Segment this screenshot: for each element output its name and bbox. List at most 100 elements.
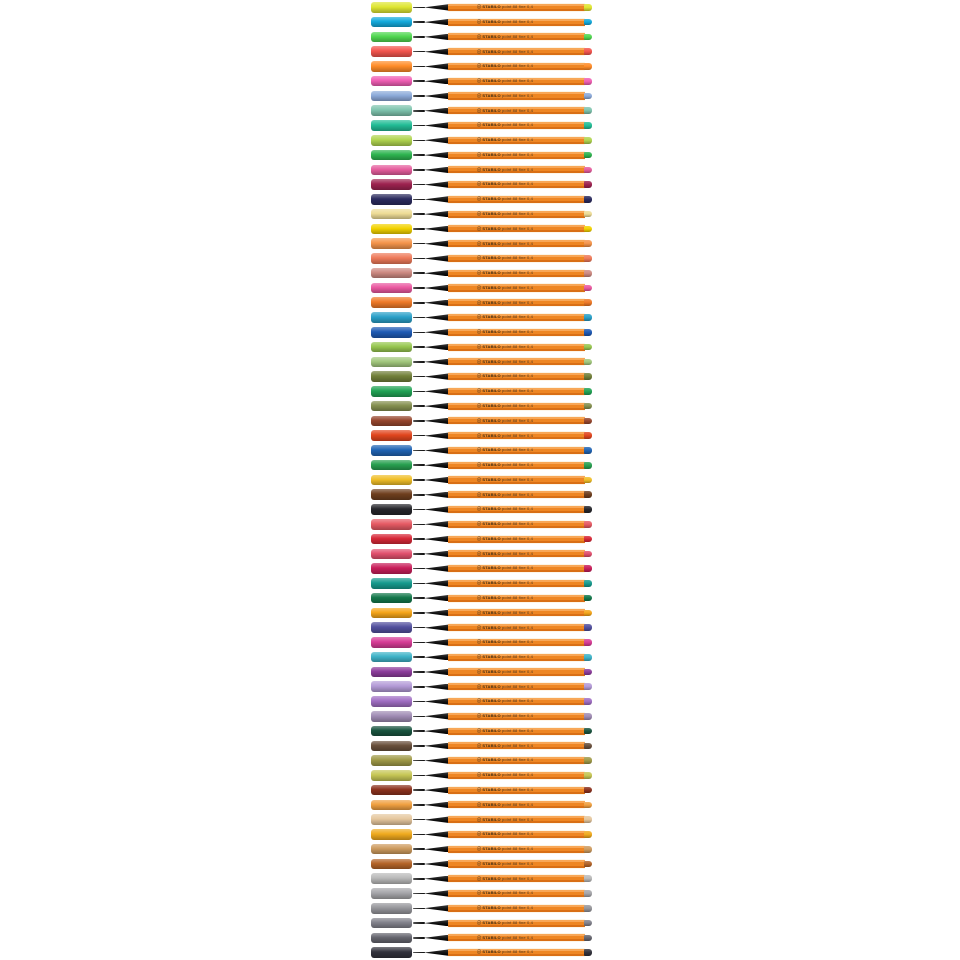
size-text: fine 0,4 bbox=[518, 343, 534, 349]
pen-barrel: ⓢ STABILO point 88 fine 0,4 bbox=[448, 2, 585, 12]
pen-barrel-text: ⓢ STABILO point 88 fine 0,4 bbox=[477, 832, 533, 837]
pen-barrel-text: ⓢ STABILO point 88 fine 0,4 bbox=[477, 196, 534, 202]
pen-row-cream: ⓢ STABILO point 88 fine 0,4 bbox=[0, 207, 960, 222]
pen-barrel: ⓢ STABILO point 88 fine 0,4 bbox=[448, 800, 585, 810]
pen-tip bbox=[413, 124, 425, 127]
pen-barrel-text: ⓢ STABILO point 88 fine 0,4 bbox=[477, 152, 533, 158]
pen-row-magenta: ⓢ STABILO point 88 fine 0,4 bbox=[0, 635, 960, 650]
pen-tip bbox=[413, 36, 425, 38]
pen-tip-cone bbox=[424, 624, 449, 631]
pen-cap bbox=[371, 651, 412, 663]
pen-row-vermillion: ⓢ STABILO point 88 fine 0,4 bbox=[0, 428, 960, 443]
pen-barrel-text: ⓢ STABILO point 88 fine 0,4 bbox=[477, 256, 533, 261]
stabilo-swan-logo-icon: ⓢ bbox=[477, 462, 482, 468]
pen-barrel: ⓢ STABILO point 88 fine 0,4 bbox=[448, 150, 585, 160]
pen-tip-cone bbox=[424, 196, 449, 203]
pen-row-golden-yellow: ⓢ STABILO point 88 fine 0,4 bbox=[0, 473, 960, 488]
stabilo-swan-logo-icon: ⓢ bbox=[477, 580, 482, 586]
pen-tip bbox=[413, 434, 425, 437]
pen-barrel: ⓢ STABILO point 88 fine 0,4 bbox=[448, 180, 585, 190]
stabilo-swan-logo-icon: ⓢ bbox=[477, 92, 482, 98]
pen-cap bbox=[371, 31, 412, 43]
pen-cap bbox=[371, 2, 412, 13]
pen-tip bbox=[413, 228, 425, 230]
brand-text: STABILO bbox=[482, 225, 501, 231]
size-text: fine 0,4 bbox=[518, 565, 534, 571]
model-text: point 88 bbox=[502, 550, 518, 556]
pen-row-khaki: ⓢ STABILO point 88 fine 0,4 bbox=[0, 399, 960, 414]
brand-text: STABILO bbox=[482, 846, 501, 852]
brand-text: STABILO bbox=[482, 787, 501, 792]
pen-cap bbox=[371, 814, 412, 825]
model-text: point 88 bbox=[502, 698, 518, 704]
pen-row-dark-pink: ⓢ STABILO point 88 fine 0,4 bbox=[0, 561, 960, 576]
pen-cap bbox=[371, 194, 412, 205]
pen-barrel-text: ⓢ STABILO point 88 fine 0,4 bbox=[477, 78, 533, 84]
pen-end-plug bbox=[584, 742, 592, 750]
pen-barrel-text: ⓢ STABILO point 88 fine 0,4 bbox=[477, 580, 533, 586]
stabilo-swan-logo-icon: ⓢ bbox=[477, 772, 482, 778]
pen-barrel-text: ⓢ STABILO point 88 fine 0,4 bbox=[477, 167, 533, 173]
pen-cap bbox=[371, 902, 412, 914]
pen-end-plug bbox=[584, 269, 592, 277]
brand-text: STABILO bbox=[482, 432, 501, 438]
pen-barrel-text: ⓢ STABILO point 88 fine 0,4 bbox=[477, 876, 533, 882]
pen-barrel-text: ⓢ STABILO point 88 fine 0,4 bbox=[477, 343, 534, 350]
pen-tip-cone bbox=[424, 402, 449, 410]
pen-cap bbox=[371, 592, 412, 604]
pen-barrel-text: ⓢ STABILO point 88 fine 0,4 bbox=[477, 315, 533, 320]
pen-barrel-text: ⓢ STABILO point 88 fine 0,4 bbox=[477, 123, 533, 128]
pen-end-plug bbox=[584, 255, 592, 262]
brand-text: STABILO bbox=[482, 521, 501, 527]
brand-text: STABILO bbox=[482, 668, 501, 674]
pen-end-plug bbox=[584, 181, 592, 188]
pen-cap bbox=[371, 755, 412, 766]
pen-tip-cone bbox=[424, 4, 449, 11]
pen-row-light-orange: ⓢ STABILO point 88 fine 0,4 bbox=[0, 798, 960, 813]
pen-barrel: ⓢ STABILO point 88 fine 0,4 bbox=[448, 386, 585, 396]
size-text: fine 0,4 bbox=[518, 196, 534, 202]
pen-row-rose-pink: ⓢ STABILO point 88 fine 0,4 bbox=[0, 281, 960, 296]
pen-barrel: ⓢ STABILO point 88 fine 0,4 bbox=[448, 460, 585, 470]
pen-end-plug bbox=[584, 845, 592, 853]
brand-text: STABILO bbox=[482, 860, 501, 866]
pen-barrel: ⓢ STABILO point 88 fine 0,4 bbox=[448, 76, 585, 86]
pen-barrel: ⓢ STABILO point 88 fine 0,4 bbox=[448, 312, 585, 323]
pen-end-plug bbox=[584, 476, 592, 484]
pen-row-silver-gray: ⓢ STABILO point 88 fine 0,4 bbox=[0, 886, 960, 901]
pen-barrel: ⓢ STABILO point 88 fine 0,4 bbox=[448, 194, 585, 204]
pen-tip bbox=[413, 242, 425, 245]
pen-row-grass-green: ⓢ STABILO point 88 fine 0,4 bbox=[0, 384, 960, 399]
size-text: fine 0,4 bbox=[518, 358, 534, 364]
brand-text: STABILO bbox=[482, 801, 501, 807]
pen-tip bbox=[413, 213, 425, 215]
pen-row-emerald: ⓢ STABILO point 88 fine 0,4 bbox=[0, 458, 960, 473]
brand-text: STABILO bbox=[482, 240, 501, 246]
pen-barrel: ⓢ STABILO point 88 fine 0,4 bbox=[448, 504, 585, 515]
pen-row-dark-khaki: ⓢ STABILO point 88 fine 0,4 bbox=[0, 753, 960, 768]
pen-cap bbox=[371, 725, 412, 737]
pen-end-plug bbox=[584, 314, 592, 321]
pen-tip bbox=[413, 612, 425, 614]
pen-tip bbox=[413, 582, 425, 585]
brand-text: STABILO bbox=[482, 329, 501, 335]
pen-tip-cone bbox=[424, 742, 449, 750]
pen-tip-cone bbox=[424, 934, 449, 942]
pen-barrel: ⓢ STABILO point 88 fine 0,4 bbox=[448, 490, 585, 500]
size-text: fine 0,4 bbox=[518, 92, 534, 98]
pen-barrel-text: ⓢ STABILO point 88 fine 0,4 bbox=[477, 684, 533, 690]
brand-text: STABILO bbox=[482, 255, 501, 261]
brand-text: STABILO bbox=[482, 314, 501, 320]
pen-row-light-olive: ⓢ STABILO point 88 fine 0,4 bbox=[0, 768, 960, 783]
pen-end-plug bbox=[584, 210, 592, 218]
size-text: fine 0,4 bbox=[518, 329, 534, 335]
pen-row-mauve: ⓢ STABILO point 88 fine 0,4 bbox=[0, 709, 960, 724]
brand-text: STABILO bbox=[482, 196, 501, 202]
model-text: point 88 bbox=[502, 270, 518, 276]
brand-text: STABILO bbox=[482, 535, 501, 541]
pen-end-plug bbox=[584, 447, 592, 454]
pen-tip bbox=[413, 892, 425, 895]
pen-cap bbox=[371, 947, 412, 958]
size-text: fine 0,4 bbox=[518, 314, 534, 320]
pen-tip bbox=[413, 375, 425, 378]
